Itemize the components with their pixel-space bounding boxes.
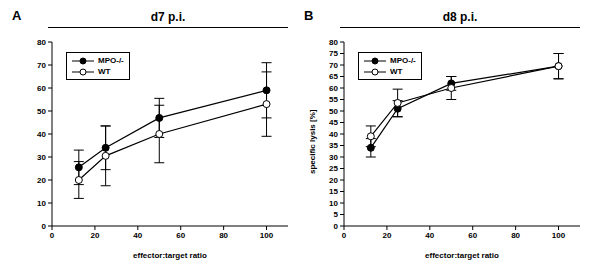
svg-text:60: 60 — [37, 84, 46, 93]
svg-text:60: 60 — [329, 84, 338, 93]
svg-text:70: 70 — [329, 61, 338, 70]
svg-text:100: 100 — [552, 231, 566, 240]
html-text:A: A — [12, 8, 22, 23]
svg-text:50: 50 — [37, 107, 46, 116]
svg-text:20: 20 — [382, 231, 391, 240]
svg-text:10: 10 — [329, 199, 338, 208]
svg-text:80: 80 — [329, 38, 338, 47]
html-text:d7 p.i.: d7 p.i. — [150, 10, 186, 24]
svg-text:80: 80 — [219, 231, 228, 240]
html-text:d8 p.i.: d8 p.i. — [442, 10, 478, 24]
svg-text:25: 25 — [329, 164, 338, 173]
svg-text:20: 20 — [329, 176, 338, 185]
svg-text:0: 0 — [42, 222, 47, 231]
html-text:MPO-/-: MPO-/- — [390, 56, 416, 65]
svg-text:60: 60 — [176, 231, 185, 240]
svg-text:30: 30 — [329, 153, 338, 162]
svg-text:40: 40 — [133, 231, 142, 240]
svg-text:0: 0 — [50, 231, 55, 240]
svg-text:40: 40 — [329, 130, 338, 139]
svg-text:20: 20 — [90, 231, 99, 240]
svg-text:specific lysis [%]: specific lysis [%] — [308, 109, 317, 174]
svg-text:55: 55 — [329, 95, 338, 104]
svg-text:10: 10 — [37, 199, 46, 208]
svg-text:75: 75 — [329, 49, 338, 58]
svg-text:effector:target ratio: effector:target ratio — [133, 251, 207, 260]
svg-text:40: 40 — [37, 130, 46, 139]
svg-text:0: 0 — [334, 222, 339, 231]
svg-text:80: 80 — [511, 231, 520, 240]
html-text:WT: WT — [98, 67, 111, 76]
svg-text:45: 45 — [329, 118, 338, 127]
svg-text:70: 70 — [37, 61, 46, 70]
html-text:B: B — [304, 8, 314, 23]
svg-text:0: 0 — [342, 231, 347, 240]
html-text:MPO-/-: MPO-/- — [98, 56, 124, 65]
svg-text:65: 65 — [329, 72, 338, 81]
svg-text:20: 20 — [37, 176, 46, 185]
svg-text:effector:target ratio: effector:target ratio — [425, 251, 499, 260]
svg-text:35: 35 — [329, 141, 338, 150]
svg-text:5: 5 — [334, 210, 339, 219]
svg-text:80: 80 — [37, 38, 46, 47]
svg-text:40: 40 — [425, 231, 434, 240]
svg-text:30: 30 — [37, 153, 46, 162]
svg-text:60: 60 — [468, 231, 477, 240]
svg-text:50: 50 — [329, 107, 338, 116]
svg-text:100: 100 — [260, 231, 274, 240]
svg-text:15: 15 — [329, 187, 338, 196]
html-text:WT: WT — [390, 67, 403, 76]
